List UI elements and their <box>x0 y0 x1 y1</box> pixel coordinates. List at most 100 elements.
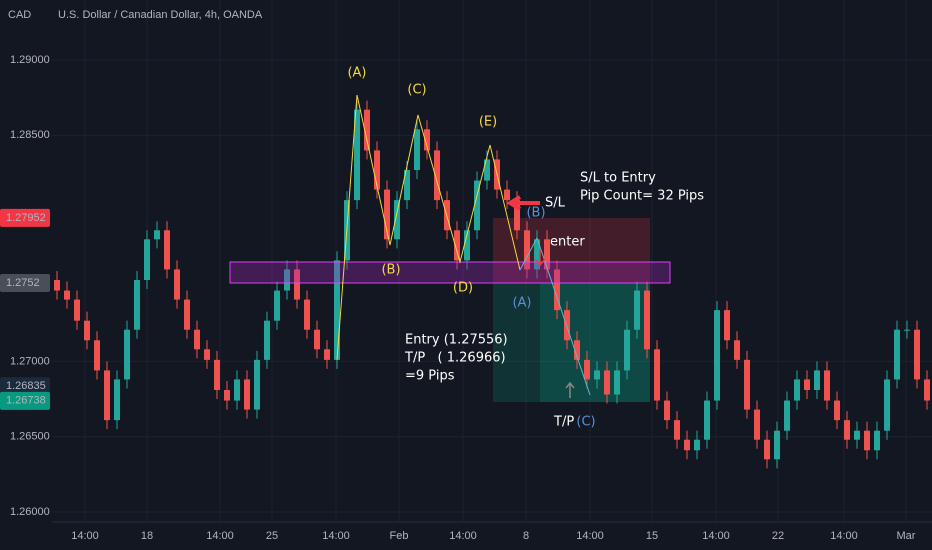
candle-body <box>924 379 930 401</box>
candle-body <box>664 400 670 421</box>
candle-body <box>254 359 260 410</box>
price-label: 1.26835 <box>6 380 46 392</box>
candle-body <box>244 379 250 410</box>
candle-body <box>654 349 660 401</box>
candle-body <box>774 430 780 460</box>
candle-body <box>684 439 690 451</box>
price-label: 1.26738 <box>6 395 46 407</box>
candle-body <box>764 439 770 460</box>
y-tick-label: 1.29000 <box>10 54 50 66</box>
x-tick-label: Mar <box>897 530 916 542</box>
candle-body <box>804 379 810 390</box>
resistance-zone <box>229 261 671 284</box>
candle-body <box>464 230 470 261</box>
candle-body <box>454 230 460 261</box>
candle-body <box>644 290 650 350</box>
candle-body <box>204 349 210 360</box>
x-tick-label: 14:00 <box>702 530 730 542</box>
candle-body <box>584 359 590 380</box>
candle-body <box>414 129 420 170</box>
chart-title: U.S. Dollar / Canadian Dollar, 4h, OANDA <box>58 9 263 21</box>
x-tick-label: 14:00 <box>322 530 350 542</box>
price-label-box <box>0 391 50 410</box>
y-tick-label: 1.27000 <box>10 355 50 367</box>
candle-body <box>174 269 180 300</box>
annotation: enter <box>550 235 585 250</box>
x-tick-label: 22 <box>772 530 784 542</box>
annotation: (C) <box>576 415 595 430</box>
x-tick-label: 25 <box>266 530 278 542</box>
candle-body <box>874 430 880 451</box>
candle-body <box>194 329 200 350</box>
candle-body <box>474 180 480 231</box>
candle-body <box>734 340 740 360</box>
candle-body <box>554 269 560 311</box>
x-tick-label: 14:00 <box>206 530 234 542</box>
candle-body <box>694 439 700 451</box>
candle-body <box>714 310 720 401</box>
y-tick-label: 1.28500 <box>10 129 50 141</box>
annotation: (A) <box>512 296 531 311</box>
price-label: 1.27952 <box>6 212 46 224</box>
candle-body <box>214 359 220 390</box>
price-axis <box>0 0 52 522</box>
candle-body <box>124 329 130 380</box>
candle-body <box>544 239 550 270</box>
annotation: S/L <box>545 196 566 211</box>
candle-body <box>824 370 830 401</box>
annotation: Entry (1.27556) <box>405 333 508 348</box>
candle-body <box>844 420 850 440</box>
currency: CAD <box>8 9 31 21</box>
candle-body <box>884 379 890 431</box>
annotation: T/P ( 1.26966) <box>404 351 506 366</box>
wave-line <box>336 94 521 361</box>
candle-body <box>364 109 370 151</box>
candle-body <box>914 329 920 380</box>
candle-body <box>304 299 310 330</box>
candle-body <box>264 320 270 360</box>
x-tick-label: 14:00 <box>576 530 604 542</box>
candle-body <box>134 279 140 330</box>
annotation: (B) <box>381 263 400 278</box>
candle-body <box>74 299 80 321</box>
candle-body <box>154 230 160 240</box>
candle-body <box>324 349 330 360</box>
x-tick-label: 14:00 <box>71 530 99 542</box>
enter-arrow <box>534 250 546 267</box>
candle-body <box>424 129 430 151</box>
candle-body <box>184 299 190 330</box>
tp-arrow <box>565 381 575 398</box>
candle-body <box>484 159 490 181</box>
candle-body <box>624 329 630 371</box>
candle-body <box>84 320 90 341</box>
annotation: (C) <box>407 83 426 98</box>
candle-body <box>314 329 320 350</box>
candle-body <box>854 430 860 440</box>
candle-body <box>834 400 840 421</box>
candle-body <box>504 189 510 201</box>
candle-body <box>274 290 280 321</box>
candle-body <box>374 150 380 190</box>
candle-body <box>674 420 680 440</box>
candle-body <box>284 269 290 291</box>
candle-body <box>234 379 240 401</box>
candle-body <box>434 150 440 201</box>
candle-body <box>574 340 580 360</box>
x-tick-label: 18 <box>141 530 153 542</box>
candle-body <box>904 329 910 331</box>
annotation: =9 Pips <box>405 369 455 384</box>
candle-body <box>514 200 520 231</box>
price-label-box <box>0 208 50 227</box>
candle-body <box>354 109 360 201</box>
price-label-box <box>0 377 50 396</box>
candle-body <box>94 340 100 371</box>
correction-line <box>519 236 591 396</box>
y-tick-label: 1.26500 <box>10 431 50 443</box>
axes: 1.26000 1.26500 1.27000 1.28500 1.29000 14:00… <box>0 54 916 542</box>
annotation: (A) <box>347 66 366 81</box>
candle-body <box>384 189 390 240</box>
candle-body <box>744 359 750 410</box>
candle-body <box>144 239 150 280</box>
